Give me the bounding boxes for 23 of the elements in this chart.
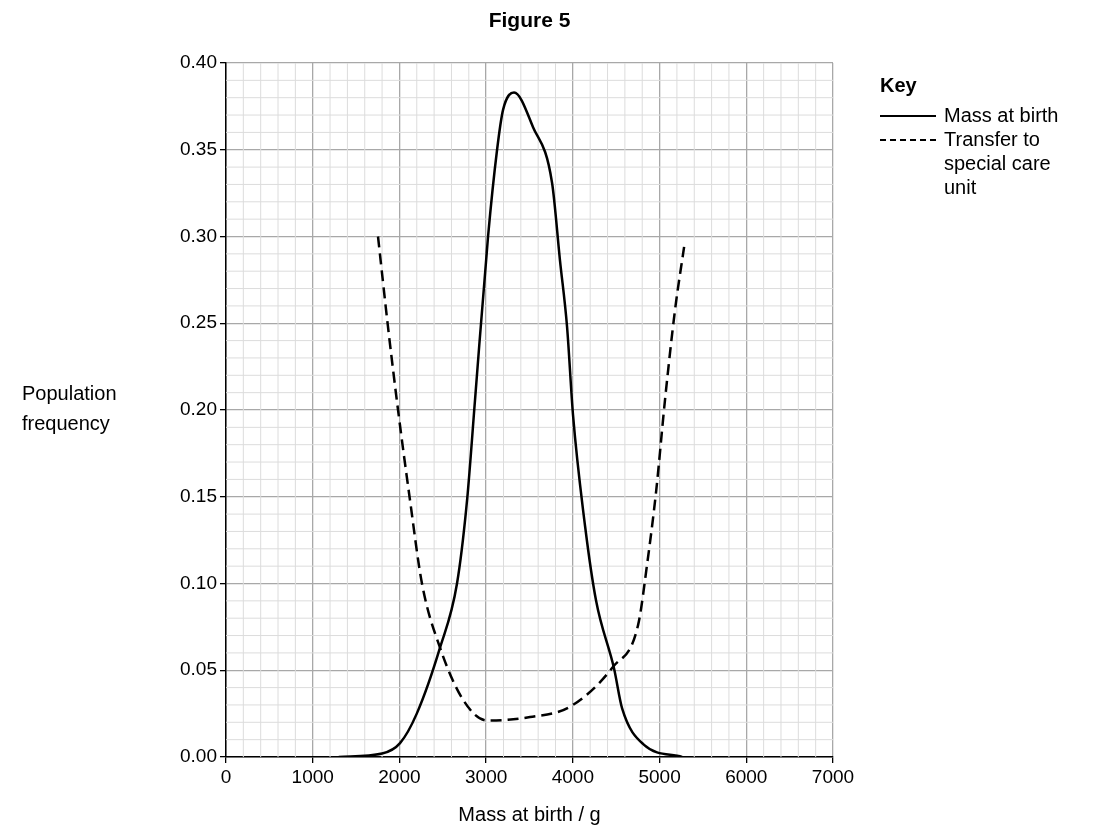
x-tick-label: 1000 bbox=[291, 765, 334, 787]
x-tick-label: 0 bbox=[220, 765, 232, 787]
legend-label: Transfer to special care unit bbox=[944, 127, 1052, 199]
x-axis-title: Mass at birth / g bbox=[458, 802, 601, 825]
y-tick-label: 0.40 bbox=[180, 51, 217, 73]
x-tick-label: 4000 bbox=[551, 765, 594, 787]
y-tick-label: 0.30 bbox=[180, 224, 217, 246]
y-tick-label: 0.10 bbox=[180, 571, 217, 593]
y-tick-label: 0.25 bbox=[180, 311, 217, 333]
x-tick-label: 2000 bbox=[378, 765, 421, 787]
y-axis-title: Population frequency bbox=[22, 381, 118, 436]
x-tick-label: 5000 bbox=[638, 765, 681, 787]
y-tick-label: 0.15 bbox=[180, 484, 217, 506]
legend-label: Mass at birth bbox=[944, 103, 1060, 127]
y-tick-label: 0.20 bbox=[180, 398, 217, 420]
x-tick-label: 3000 bbox=[465, 765, 508, 787]
chart-title: Figure 5 bbox=[487, 8, 572, 32]
legend-title: Key bbox=[880, 74, 918, 97]
y-tick-label: 0.00 bbox=[180, 745, 217, 767]
y-tick-label: 0.35 bbox=[180, 137, 217, 159]
x-tick-label: 7000 bbox=[811, 765, 855, 787]
y-tick-label: 0.05 bbox=[180, 658, 217, 680]
x-tick-label: 6000 bbox=[725, 765, 768, 787]
